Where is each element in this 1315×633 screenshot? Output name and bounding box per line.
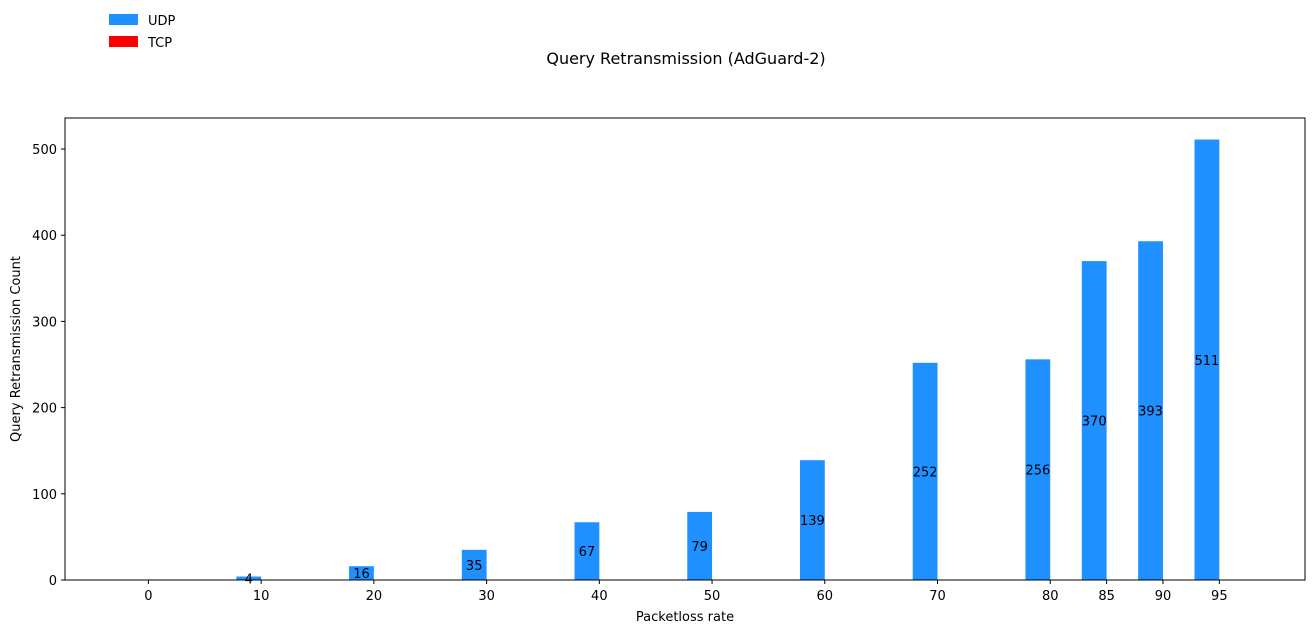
y-axis: 0 100 200 300 400 500 <box>32 143 65 589</box>
y-axis-label: Query Retransmission Count <box>9 256 24 442</box>
x-tick-label-40: 40 <box>591 589 608 604</box>
bar-data-label-30: 35 <box>466 559 483 574</box>
legend-swatch-tcp <box>109 36 138 47</box>
x-tick-label-70: 70 <box>929 589 946 604</box>
x-tick-label-80: 80 <box>1042 589 1059 604</box>
legend-label-udp: UDP <box>148 14 176 29</box>
x-tick-label-30: 30 <box>478 589 495 604</box>
bar-data-label-20: 16 <box>353 567 370 582</box>
legend: UDP TCP <box>109 14 176 51</box>
x-axis-label: Packetloss rate <box>636 610 734 625</box>
x-tick-label-60: 60 <box>817 589 834 604</box>
y-tick-label-300: 300 <box>32 315 57 330</box>
x-tick-label-85: 85 <box>1098 589 1115 604</box>
y-tick-label-400: 400 <box>32 229 57 244</box>
x-tick-label-50: 50 <box>704 589 721 604</box>
bar-data-label-40: 67 <box>579 545 596 560</box>
y-tick-label-0: 0 <box>49 574 57 589</box>
x-tick-label-10: 10 <box>253 589 270 604</box>
bar-data-label-70: 252 <box>913 465 938 480</box>
bar-udp-70 <box>912 362 938 580</box>
legend-label-tcp: TCP <box>147 36 172 51</box>
bar-udp-20 <box>349 566 374 580</box>
bar-udp-40 <box>574 522 600 580</box>
legend-swatch-udp <box>109 14 138 25</box>
bar-data-label-85: 370 <box>1082 415 1107 430</box>
x-tick-label-90: 90 <box>1155 589 1172 604</box>
bar-udp-30 <box>461 549 487 580</box>
x-tick-label-0: 0 <box>144 589 152 604</box>
bar-udp-10 <box>236 576 262 580</box>
plot-frame <box>64 117 1306 581</box>
x-tick-label-20: 20 <box>366 589 383 604</box>
y-tick-label-100: 100 <box>32 488 57 503</box>
bar-udp-90 <box>1138 241 1163 581</box>
bar-data-label-60: 139 <box>800 514 825 529</box>
bar-data-label-80: 256 <box>1025 464 1050 479</box>
bar-data-label-95: 511 <box>1195 354 1220 369</box>
bar-udp-80 <box>1025 359 1051 580</box>
y-tick-label-200: 200 <box>32 402 57 417</box>
bar-data-label-50: 79 <box>691 540 708 555</box>
y-tick-label-500: 500 <box>32 143 57 158</box>
bars-group <box>236 139 1220 581</box>
bar-udp-50 <box>687 511 713 580</box>
x-axis: 0 10 20 30 40 50 60 70 80 85 90 95 <box>144 580 1228 604</box>
bar-udp-85 <box>1081 261 1107 580</box>
bar-udp-60 <box>799 460 825 580</box>
bar-udp-95 <box>1194 139 1220 580</box>
bar-data-label-90: 393 <box>1138 405 1163 420</box>
x-tick-label-95: 95 <box>1211 589 1228 604</box>
chart-title: Query Retransmission (AdGuard-2) <box>546 49 825 68</box>
